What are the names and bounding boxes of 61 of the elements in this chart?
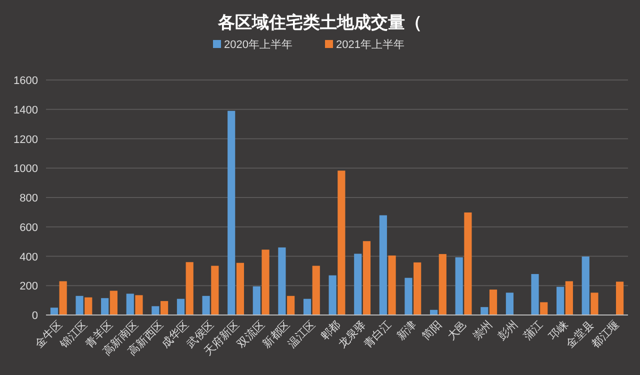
- bar: [489, 290, 498, 315]
- bar: [379, 215, 387, 315]
- x-tick-label: 彭州: [496, 318, 520, 343]
- bar: [480, 307, 488, 315]
- bar: [186, 262, 194, 315]
- bar: [404, 278, 412, 315]
- bar: [101, 298, 109, 315]
- bar: [211, 266, 219, 315]
- bar: [312, 266, 320, 315]
- bar: [262, 250, 270, 315]
- bar: [252, 286, 260, 315]
- y-tick-label: 800: [20, 192, 38, 204]
- bar: [531, 274, 539, 315]
- bar: [126, 294, 134, 315]
- bar: [354, 254, 362, 315]
- y-tick-label: 400: [20, 251, 38, 264]
- bar: [540, 302, 548, 315]
- bar: [152, 306, 160, 315]
- bar: [338, 170, 346, 315]
- y-tick-label: 1200: [14, 134, 38, 146]
- bar: [455, 257, 463, 315]
- bar: [278, 247, 286, 315]
- y-tick-label: 1600: [14, 75, 38, 87]
- bar: [84, 297, 92, 315]
- bar: [135, 295, 143, 315]
- x-tick-label: 大邑: [444, 318, 470, 343]
- bar: [328, 275, 336, 315]
- y-tick-label: 200: [20, 280, 38, 293]
- y-tick-label: 1000: [14, 163, 38, 176]
- bar: [582, 256, 590, 315]
- bar: [160, 301, 168, 315]
- bar: [176, 298, 185, 315]
- bar: [388, 256, 396, 315]
- bar: [616, 282, 624, 315]
- x-tick-label: 简阳: [420, 318, 444, 343]
- x-tick-label: 崇州: [470, 318, 495, 343]
- legend-label: 2021年上半年: [336, 38, 404, 51]
- bar: [59, 281, 67, 315]
- bar: [414, 262, 422, 315]
- bar: [438, 254, 446, 315]
- bar: [287, 296, 295, 315]
- bar: [464, 212, 472, 315]
- legend-label: 2020年上半年: [224, 38, 292, 51]
- bar: [362, 241, 371, 315]
- bar: [556, 286, 564, 315]
- bar: [236, 262, 244, 315]
- bar: [228, 110, 236, 315]
- bar: [565, 281, 573, 315]
- bar: [50, 308, 58, 315]
- bar: [303, 298, 312, 315]
- bar: [202, 296, 210, 315]
- bar: [110, 290, 118, 315]
- x-tick-label: 蒲江: [520, 318, 546, 343]
- bar: [76, 296, 84, 315]
- bar: [590, 292, 598, 315]
- x-tick-label: 新津: [394, 318, 420, 343]
- chart-title: 各区域住宅类土地成交量（: [217, 13, 422, 32]
- bar: [506, 292, 514, 315]
- y-tick-label: 0: [32, 310, 38, 322]
- y-tick-label: 1400: [14, 104, 38, 116]
- y-tick-label: 600: [20, 222, 38, 234]
